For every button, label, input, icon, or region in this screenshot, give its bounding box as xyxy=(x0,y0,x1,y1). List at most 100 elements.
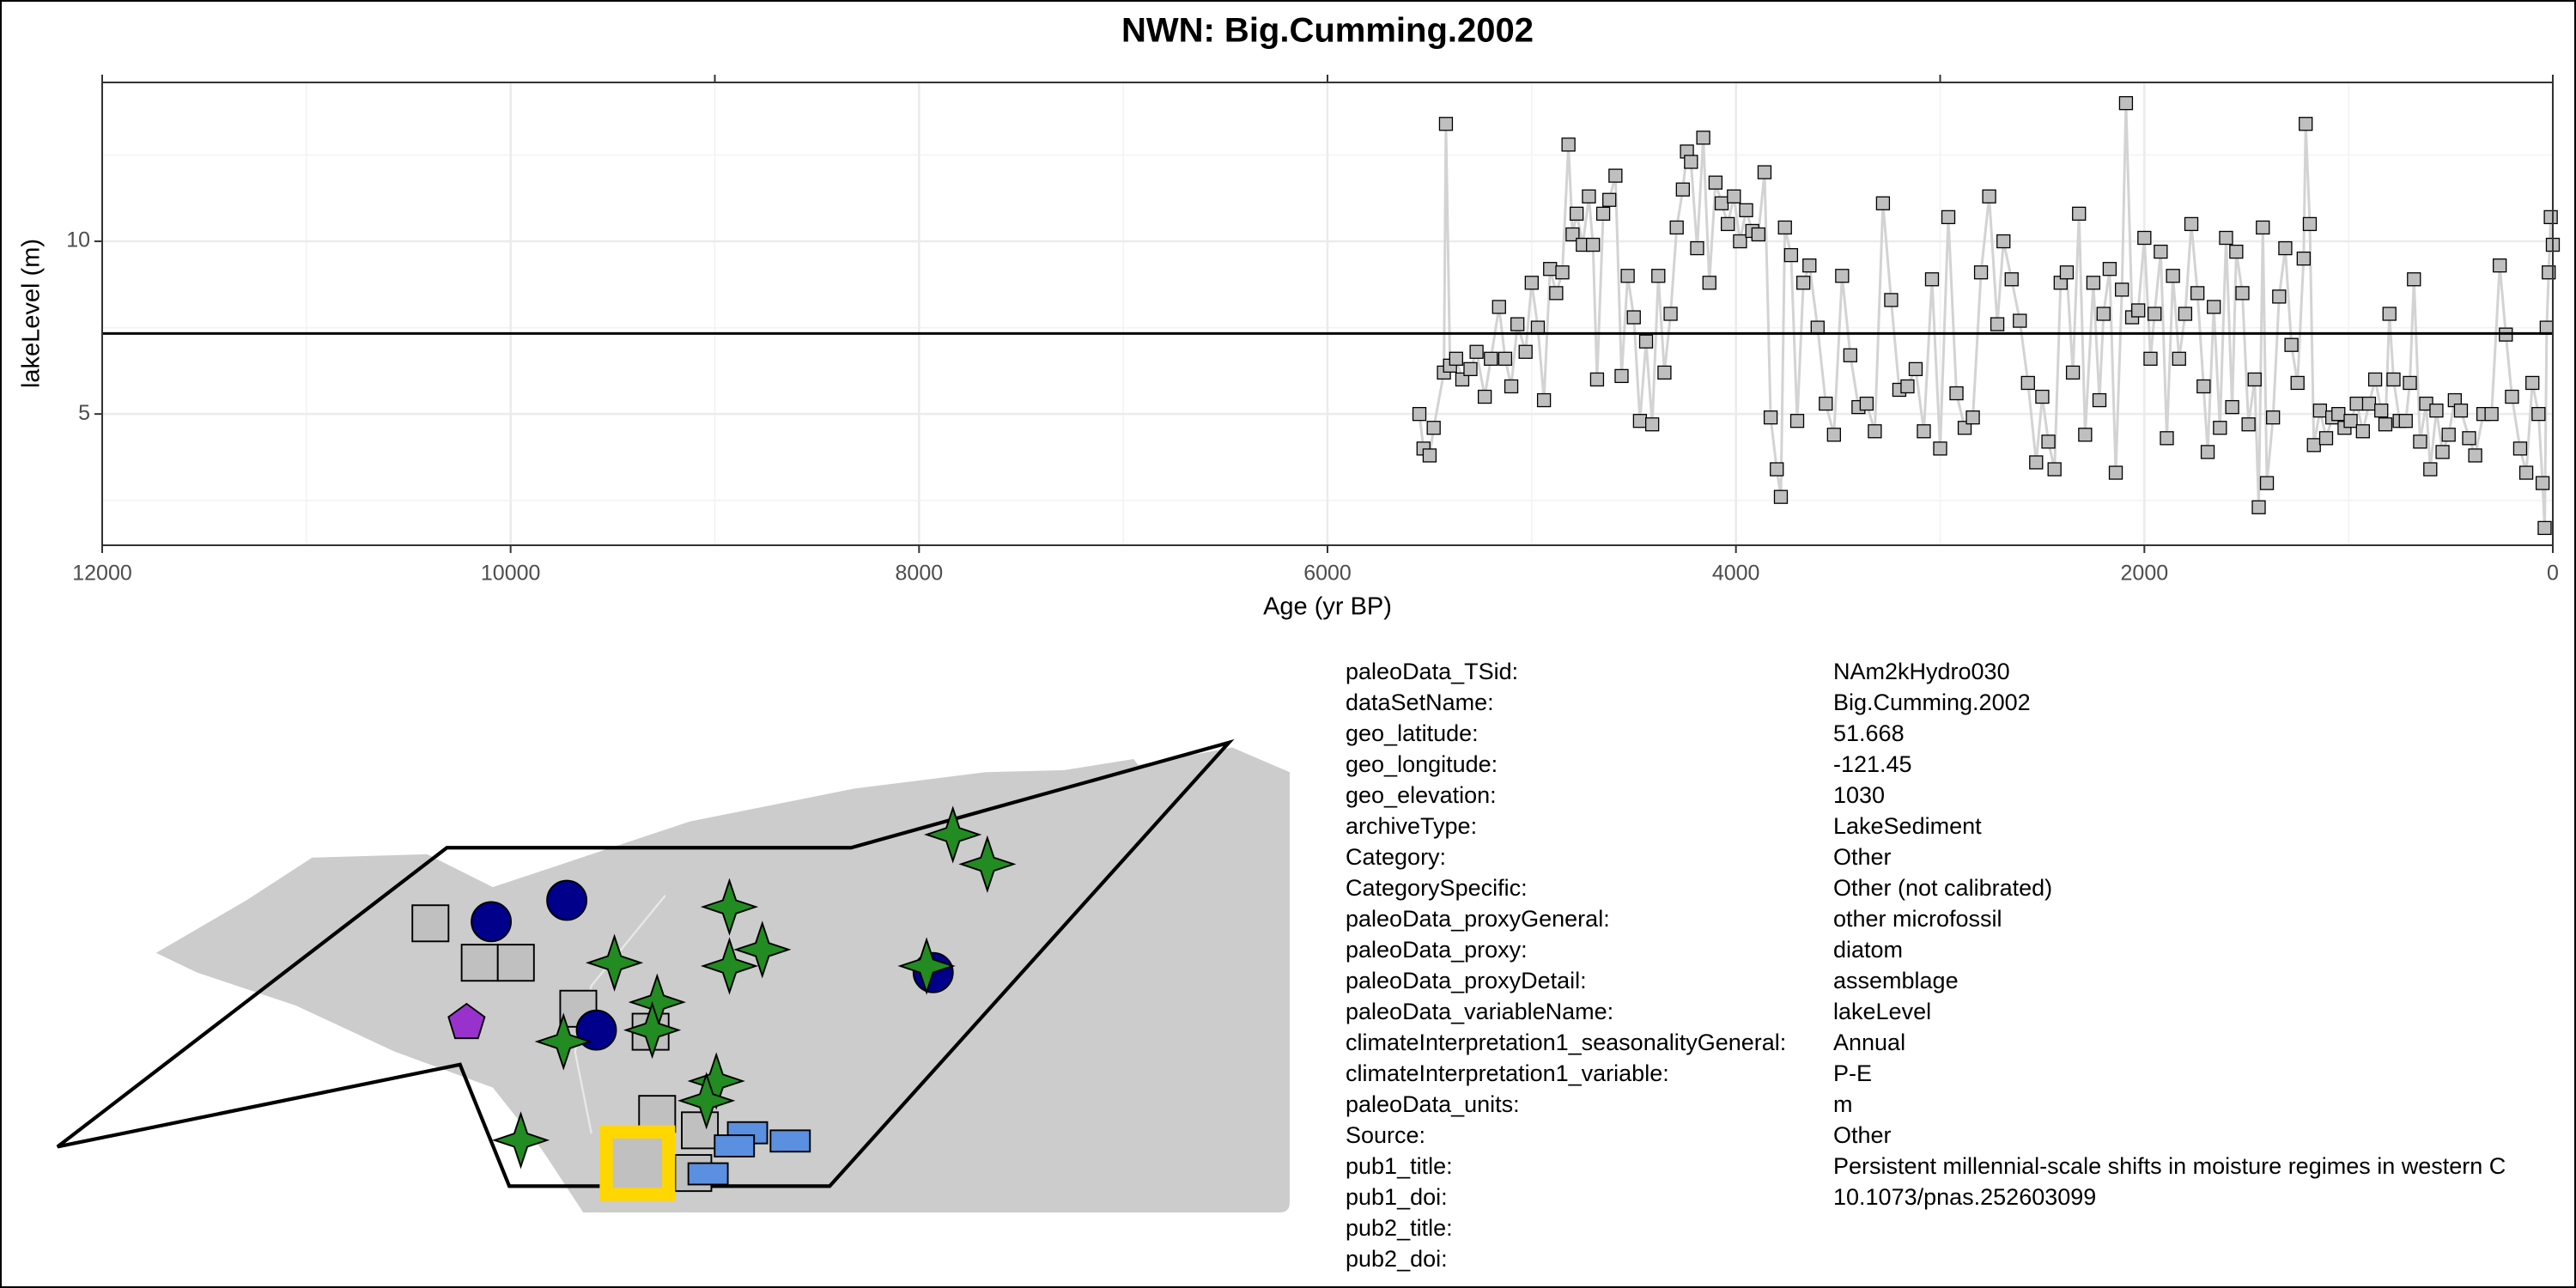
data-point xyxy=(2284,337,2299,352)
data-point xyxy=(2429,403,2444,418)
data-point xyxy=(2525,375,2540,391)
data-point xyxy=(1543,262,1558,276)
data-point xyxy=(2235,286,2250,301)
data-point xyxy=(1783,247,1799,263)
data-point xyxy=(1917,424,1931,439)
metadata-key: pub1_doi: xyxy=(1346,1184,1448,1210)
metadata-value: other microfossil xyxy=(1833,906,2002,932)
data-point xyxy=(2413,434,2427,449)
data-point xyxy=(2355,424,2370,439)
data-point xyxy=(2543,210,2558,225)
data-point xyxy=(1957,421,1972,435)
data-point xyxy=(1422,448,1437,463)
data-point xyxy=(1455,372,1470,387)
data-point xyxy=(2247,372,2262,387)
selected-site xyxy=(599,1125,676,1201)
data-point xyxy=(1990,317,2005,331)
metadata-value: Annual xyxy=(1833,1030,1905,1055)
data-point xyxy=(1426,421,1441,435)
island xyxy=(279,758,1151,888)
data-point xyxy=(1657,365,1672,380)
data-point xyxy=(1438,117,1454,131)
metadata-value: LakeSediment xyxy=(1833,813,1982,839)
data-point xyxy=(2423,462,2438,477)
metadata-key: paleoData_proxy: xyxy=(1346,937,1528,963)
metadata-key: pub1_title: xyxy=(1346,1153,1453,1179)
y-axis-title: lakeLevel (m) xyxy=(18,239,46,388)
data-point xyxy=(1733,234,1747,249)
metadata-table: paleoData_TSid: NAm2kHydro030 dataSetName:… xyxy=(1346,659,2506,1272)
data-point xyxy=(2020,375,2035,391)
data-point xyxy=(2539,320,2555,335)
data-point xyxy=(1826,428,1841,442)
data-point xyxy=(1632,414,1648,428)
data-point xyxy=(1669,220,1684,235)
site-square xyxy=(460,944,499,982)
data-point xyxy=(1777,220,1792,235)
plot-area: 12000 10000 8000 6000 4000 2000 0 5 10 xyxy=(66,75,2561,586)
data-point xyxy=(1684,155,1698,169)
data-point xyxy=(1555,265,1570,280)
data-point xyxy=(1504,379,1519,394)
data-point xyxy=(2115,283,2129,297)
data-point xyxy=(2378,417,2393,432)
metadata-key: Category: xyxy=(1346,844,1446,870)
data-point xyxy=(1868,424,1882,439)
data-point xyxy=(1477,389,1492,404)
x-tick-label: 8000 xyxy=(896,562,944,586)
data-point xyxy=(1620,269,1635,283)
data-point xyxy=(1941,210,1956,225)
data-point xyxy=(2542,265,2556,280)
data-point xyxy=(2160,431,2174,446)
data-point xyxy=(2108,465,2123,480)
data-point xyxy=(1614,368,1629,384)
x-tick-label: 6000 xyxy=(1303,562,1352,586)
metadata-value: 51.668 xyxy=(1833,720,1905,746)
metadata-key: paleoData_units: xyxy=(1346,1091,1520,1117)
data-point xyxy=(1770,462,1784,477)
data-point xyxy=(1739,203,1753,217)
data-point xyxy=(1835,269,1850,283)
data-point xyxy=(2535,476,2550,490)
data-point xyxy=(1810,320,1825,335)
site-rect xyxy=(769,1129,811,1153)
metadata-key: geo_longitude: xyxy=(1346,751,1498,777)
data-point xyxy=(2299,117,2313,131)
data-point xyxy=(2272,289,2287,304)
data-point xyxy=(2266,410,2281,425)
data-point xyxy=(1859,396,1874,411)
data-point xyxy=(2241,417,2256,432)
metadata-key: dataSetName: xyxy=(1346,690,1494,715)
data-point xyxy=(1982,189,1996,204)
data-point xyxy=(1412,406,1427,422)
data-point xyxy=(2148,307,2162,321)
data-point xyxy=(1924,272,1940,287)
x-tick-label: 4000 xyxy=(1712,562,1760,586)
data-point xyxy=(2505,389,2519,404)
data-point xyxy=(2367,372,2383,387)
data-point xyxy=(1498,351,1513,366)
data-point xyxy=(1690,240,1704,256)
site-markers xyxy=(411,807,1015,1201)
metadata-value: diatom xyxy=(1833,937,1903,963)
data-point xyxy=(1510,317,1525,331)
data-point xyxy=(2537,520,2552,536)
chart-title: NWN: Big.Cumming.2002 xyxy=(1121,12,1534,50)
data-point xyxy=(1708,175,1723,190)
data-point xyxy=(1875,196,1891,210)
data-point xyxy=(2462,431,2476,446)
data-point xyxy=(1469,344,1484,359)
data-point xyxy=(2296,251,2311,266)
data-point xyxy=(1884,293,1899,307)
data-point xyxy=(1751,227,1765,242)
data-point xyxy=(2184,216,2199,232)
panel-border xyxy=(101,82,2554,546)
site-pentagon xyxy=(447,1002,486,1040)
data-point xyxy=(1663,307,1678,321)
data-point xyxy=(2102,262,2117,276)
data-point xyxy=(2072,206,2087,222)
data-point xyxy=(2256,220,2270,235)
data-point xyxy=(1524,276,1539,290)
data-point xyxy=(2468,448,2482,463)
data-point xyxy=(1626,310,1641,325)
